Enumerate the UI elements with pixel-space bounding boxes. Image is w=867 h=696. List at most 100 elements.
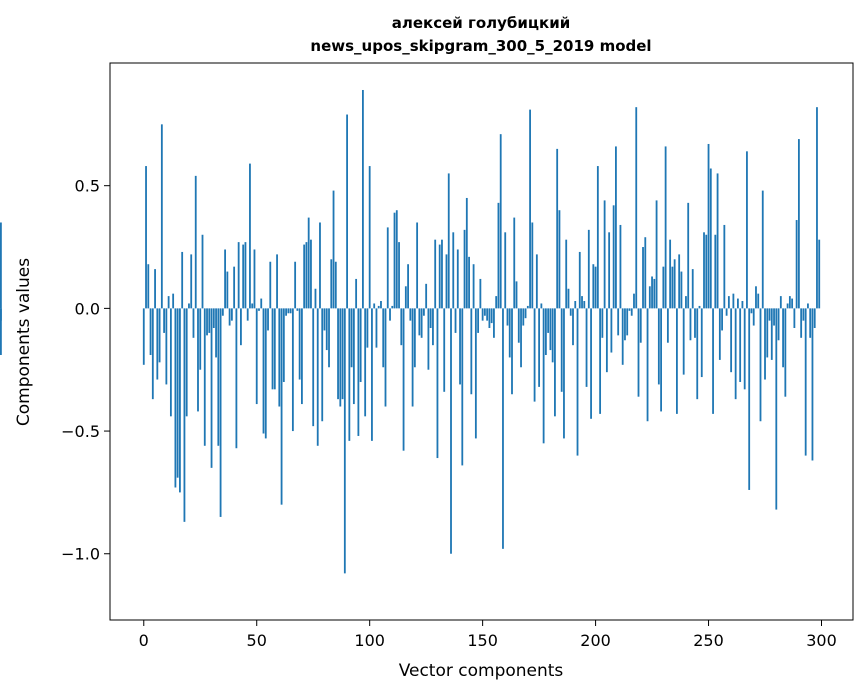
bar bbox=[294, 261, 297, 309]
bar bbox=[240, 308, 242, 346]
bar bbox=[784, 308, 787, 397]
bar bbox=[680, 271, 683, 309]
bar bbox=[291, 308, 294, 432]
bar bbox=[569, 308, 572, 316]
bar bbox=[520, 308, 522, 368]
bar bbox=[687, 202, 690, 309]
bar bbox=[463, 229, 466, 309]
bar bbox=[497, 202, 500, 309]
bar bbox=[167, 296, 170, 309]
bar bbox=[183, 308, 186, 522]
bar bbox=[651, 276, 653, 309]
bar bbox=[328, 308, 330, 368]
bar bbox=[429, 308, 432, 328]
bar bbox=[766, 308, 769, 358]
bar bbox=[362, 89, 364, 309]
bar bbox=[330, 259, 333, 309]
bar bbox=[709, 168, 712, 309]
bar bbox=[696, 308, 699, 400]
bar bbox=[474, 308, 477, 439]
y-axis-ticks: −1.0 −0.5 0.0 0.5 bbox=[61, 177, 110, 564]
bar bbox=[472, 264, 475, 309]
bar bbox=[669, 239, 672, 309]
bar bbox=[511, 308, 513, 395]
bar bbox=[246, 308, 249, 321]
y-tick-label: −0.5 bbox=[61, 422, 100, 441]
bar bbox=[151, 308, 154, 400]
bar bbox=[660, 308, 662, 412]
bar bbox=[289, 308, 292, 314]
bar bbox=[215, 308, 217, 358]
bar bbox=[691, 269, 694, 309]
bar bbox=[610, 308, 613, 353]
bar bbox=[201, 234, 204, 309]
bar bbox=[402, 308, 405, 451]
bar bbox=[465, 197, 468, 309]
bar bbox=[420, 308, 423, 338]
bar bbox=[400, 308, 403, 346]
x-tick-label: 0 bbox=[139, 631, 149, 650]
bar bbox=[630, 308, 633, 316]
bar bbox=[529, 109, 531, 309]
bar bbox=[576, 308, 579, 456]
bar bbox=[678, 254, 681, 309]
bar bbox=[676, 308, 678, 414]
bar bbox=[689, 308, 692, 341]
bar bbox=[206, 308, 208, 336]
bar bbox=[657, 308, 660, 385]
bar bbox=[648, 286, 651, 309]
bar bbox=[282, 308, 285, 382]
x-tick-label: 300 bbox=[806, 631, 837, 650]
bar bbox=[526, 305, 529, 309]
bar bbox=[273, 308, 276, 390]
bar bbox=[461, 308, 464, 466]
bar bbox=[235, 308, 238, 449]
bar bbox=[179, 308, 181, 493]
bar bbox=[323, 308, 326, 331]
bar bbox=[169, 308, 172, 417]
bar bbox=[305, 242, 308, 309]
bar bbox=[427, 308, 430, 370]
bar bbox=[477, 308, 480, 333]
bar bbox=[341, 308, 344, 400]
bar bbox=[0, 222, 2, 309]
bar bbox=[544, 308, 547, 355]
bar bbox=[224, 249, 226, 309]
bar bbox=[160, 124, 163, 309]
bar bbox=[673, 259, 676, 309]
bar bbox=[445, 254, 448, 309]
bar bbox=[560, 308, 563, 392]
bar bbox=[768, 308, 771, 321]
bar bbox=[377, 305, 380, 309]
bar bbox=[192, 308, 195, 338]
bar bbox=[237, 242, 240, 309]
bar bbox=[671, 266, 674, 309]
bar bbox=[185, 308, 188, 417]
bar bbox=[538, 308, 541, 387]
bar bbox=[567, 288, 570, 309]
bar bbox=[348, 308, 351, 441]
bar bbox=[802, 308, 805, 321]
bar bbox=[188, 303, 190, 309]
bar bbox=[334, 261, 337, 309]
bar bbox=[325, 308, 328, 351]
bar bbox=[624, 308, 626, 341]
bar bbox=[761, 190, 764, 309]
bar bbox=[260, 298, 263, 309]
bar bbox=[800, 308, 803, 338]
bar bbox=[398, 242, 400, 309]
bar bbox=[809, 308, 812, 338]
bar bbox=[655, 200, 658, 309]
bar bbox=[483, 308, 486, 316]
bar bbox=[531, 222, 534, 309]
bar bbox=[495, 296, 498, 309]
bar bbox=[517, 308, 520, 343]
bar bbox=[608, 232, 611, 309]
bar bbox=[384, 308, 387, 407]
bar bbox=[759, 308, 762, 422]
bar bbox=[748, 308, 751, 490]
bar bbox=[524, 308, 527, 319]
bar bbox=[592, 264, 595, 309]
bar bbox=[158, 308, 161, 363]
bar bbox=[793, 308, 796, 328]
